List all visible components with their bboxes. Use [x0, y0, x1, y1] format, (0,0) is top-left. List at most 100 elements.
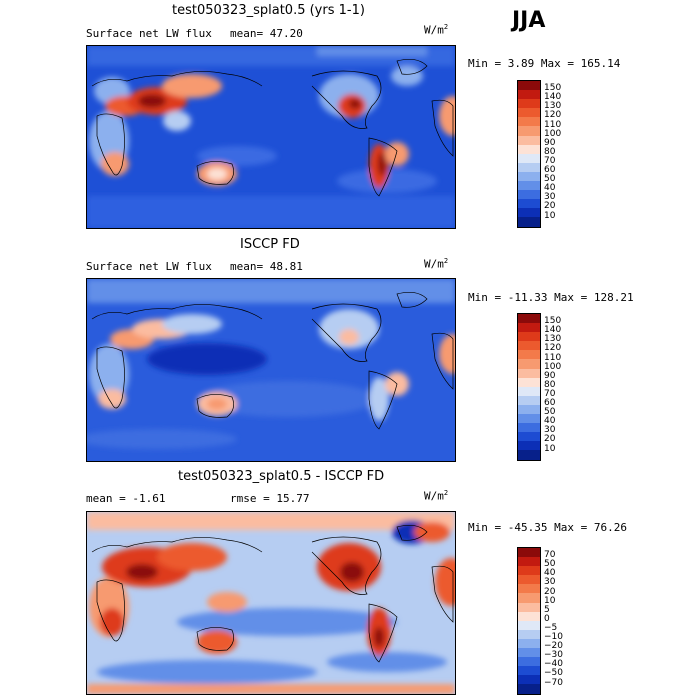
- colorbar-tick-label: 110: [544, 352, 562, 363]
- colorbar-swatch: [518, 377, 540, 387]
- colorbar-tick-label: 80: [544, 379, 556, 390]
- panel1-field-name: Surface net LW flux: [86, 27, 212, 40]
- colorbar-swatch: [518, 395, 540, 405]
- colorbar-swatch: [518, 81, 540, 91]
- colorbar-swatch: [518, 657, 540, 667]
- colorbar-tick-label: −50: [544, 668, 563, 679]
- colorbar-swatch: [518, 629, 540, 639]
- colorbar-swatch: [518, 648, 540, 658]
- colorbar-tick-label: 60: [544, 398, 556, 408]
- colorbar-swatch: [518, 208, 540, 218]
- panel1-units: W/m2: [424, 23, 449, 37]
- panel1-minmax: Min = 3.89 Max = 165.14: [468, 57, 621, 70]
- panel1-map: [86, 45, 456, 229]
- colorbar-swatch: [518, 199, 540, 209]
- colorbar-swatch: [518, 126, 540, 136]
- colorbar-tick-label: 90: [544, 370, 556, 381]
- colorbar-swatch: [518, 171, 540, 182]
- colorbar-tick-label: 80: [544, 146, 556, 157]
- colorbar-tick-label: 20: [544, 434, 556, 445]
- colorbar-tick-label: 120: [544, 343, 562, 354]
- panel3-title: test050323_splat0.5 - ISCCP FD: [178, 469, 385, 484]
- colorbar-tick-label: 0: [544, 613, 550, 624]
- panel2-units: W/m2: [424, 257, 449, 271]
- colorbar-tick-label: 10: [544, 210, 556, 221]
- colorbar-swatch: [518, 675, 540, 685]
- colorbar-swatch: [518, 593, 540, 603]
- colorbar-tick-label: 60: [544, 165, 556, 175]
- colorbar-swatch: [518, 638, 540, 649]
- colorbar-tick-label: 50: [544, 559, 556, 570]
- colorbar-tick-label: 140: [544, 92, 562, 103]
- colorbar-tick-label: 70: [544, 155, 556, 166]
- panel2-field-name: Surface net LW flux: [86, 260, 212, 273]
- colorbar-tick-label: 90: [544, 137, 556, 148]
- colorbar-tick-label: −30: [544, 650, 563, 661]
- colorbar-tick-label: 5: [544, 604, 550, 615]
- colorbar-tick-label: −5: [544, 622, 558, 633]
- colorbar-swatch: [518, 332, 540, 342]
- colorbar-swatch: [518, 557, 540, 567]
- panel3-colorbar-swatches: [517, 547, 541, 695]
- colorbar-tick-label: 10: [544, 595, 556, 606]
- colorbar-tick-label: 50: [544, 407, 556, 418]
- panel3-units: W/m2: [424, 489, 449, 503]
- colorbar-swatch: [518, 90, 540, 100]
- colorbar-swatch: [518, 684, 540, 694]
- colorbar-swatch: [518, 575, 540, 585]
- colorbar-swatch: [518, 144, 540, 154]
- colorbar-tick-label: −20: [544, 641, 563, 652]
- colorbar-tick-label: −70: [544, 677, 563, 688]
- panel2-title: ISCCP FD: [240, 237, 300, 252]
- colorbar-swatch: [518, 611, 540, 621]
- panel2-mean: mean= 48.81: [230, 260, 303, 273]
- colorbar-tick-label: 120: [544, 110, 562, 121]
- colorbar-tick-label: 20: [544, 201, 556, 212]
- colorbar-swatch: [518, 386, 540, 396]
- colorbar-tick-label: 70: [544, 388, 556, 399]
- panel3-minmax: Min = -45.35 Max = 76.26: [468, 521, 627, 534]
- colorbar-swatch: [518, 341, 540, 351]
- colorbar-tick-label: 40: [544, 183, 556, 194]
- colorbar-swatch: [518, 153, 540, 163]
- colorbar-swatch: [518, 135, 540, 145]
- season-label: JJA: [512, 8, 546, 33]
- colorbar-tick-label: 30: [544, 577, 556, 588]
- colorbar-tick-label: 30: [544, 192, 556, 203]
- colorbar-tick-label: 130: [544, 101, 562, 112]
- colorbar-tick-label: 150: [544, 316, 562, 327]
- colorbar-tick-label: −10: [544, 632, 563, 642]
- panel2-map-field: [87, 279, 455, 461]
- colorbar-swatch: [518, 548, 540, 558]
- colorbar-swatch: [518, 350, 540, 360]
- colorbar-swatch: [518, 323, 540, 333]
- panel1-colorbar-swatches: [517, 80, 541, 228]
- colorbar-swatch: [518, 584, 540, 594]
- colorbar-swatch: [518, 441, 540, 451]
- colorbar-swatch: [518, 404, 540, 415]
- colorbar-swatch: [518, 666, 540, 676]
- colorbar-swatch: [518, 432, 540, 442]
- colorbar-tick-label: 30: [544, 425, 556, 436]
- panel3-map-field: [87, 512, 455, 694]
- panel3-mean: mean = -1.61: [86, 492, 166, 505]
- colorbar-swatch: [518, 117, 540, 127]
- panel2-minmax: Min = -11.33 Max = 128.21: [468, 291, 634, 304]
- colorbar-tick-label: 150: [544, 83, 562, 94]
- colorbar-swatch: [518, 414, 540, 424]
- colorbar-swatch: [518, 162, 540, 172]
- colorbar-swatch: [518, 99, 540, 109]
- colorbar-tick-label: 100: [544, 128, 562, 139]
- colorbar-swatch: [518, 566, 540, 576]
- colorbar-tick-label: 140: [544, 325, 562, 336]
- colorbar-swatch: [518, 190, 540, 200]
- colorbar-swatch: [518, 450, 540, 460]
- colorbar-swatch: [518, 217, 540, 227]
- colorbar-swatch: [518, 108, 540, 118]
- colorbar-swatch: [518, 314, 540, 324]
- panel2-colorbar-swatches: [517, 313, 541, 461]
- colorbar-swatch: [518, 368, 540, 378]
- panel3-map: [86, 511, 456, 695]
- panel1-title: test050323_splat0.5 (yrs 1-1): [172, 3, 365, 18]
- colorbar-tick-label: −40: [544, 659, 563, 670]
